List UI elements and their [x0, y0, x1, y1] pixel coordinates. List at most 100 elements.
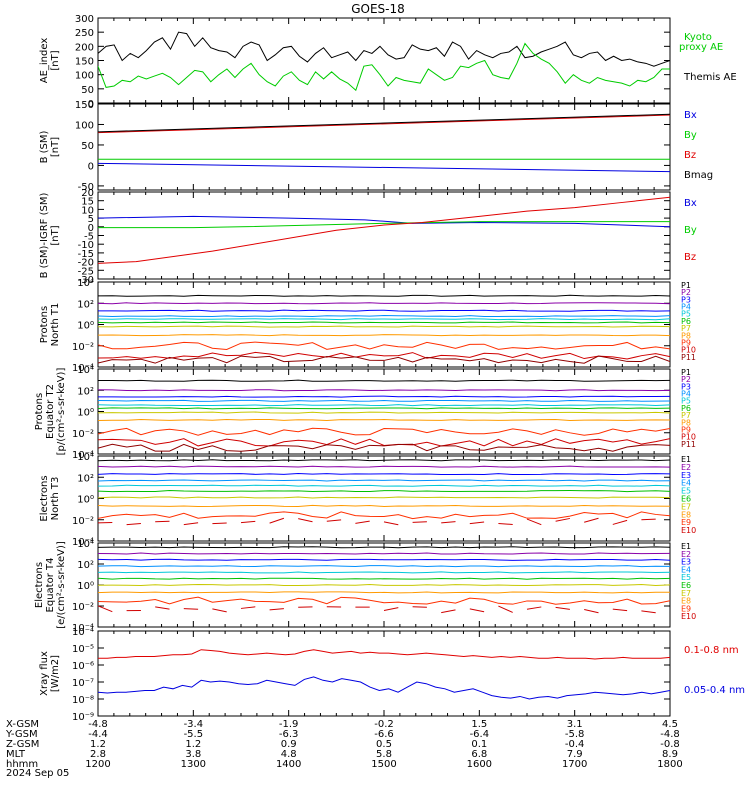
channel-line [98, 412, 670, 413]
y-tick-label: 10⁻⁶ [72, 661, 94, 672]
y-axis-label: [p/(cm²-s-sr-keV)] [56, 368, 67, 456]
panel-1: 050100150200250300AE_index[nT]Kyotoproxy… [39, 14, 737, 110]
y-tick-label: 10⁻⁴ [72, 627, 94, 638]
channel-line [241, 521, 255, 522]
channel-line [98, 390, 670, 391]
channel-line [184, 523, 198, 525]
channel-line [498, 523, 512, 524]
y-tick-label: 10⁰ [77, 408, 94, 419]
channel-line [613, 609, 627, 610]
channel-line [98, 474, 670, 475]
panel-frame [98, 282, 670, 367]
channel-line [98, 485, 670, 486]
y-axis-label: Protons [34, 393, 45, 430]
series-line [98, 114, 670, 132]
channel-line [155, 607, 169, 609]
x-tick-value: 1700 [562, 759, 587, 770]
panel-frame [98, 192, 670, 279]
y-tick-label: 10⁻² [72, 342, 94, 353]
y-axis-label: [nT] [50, 225, 61, 245]
channel-line [98, 491, 670, 492]
channel-line [98, 597, 670, 604]
channel-line [556, 518, 570, 521]
y-tick-label: 10⁻² [72, 429, 94, 440]
y-axis-label: AE_index [39, 38, 50, 84]
legend-label: Bmag [684, 170, 713, 181]
y-tick-label: 100 [75, 120, 94, 131]
channel-line [98, 547, 670, 548]
channel-line [441, 610, 455, 613]
channel-line [98, 466, 670, 467]
channel-line [584, 609, 598, 612]
channel-line [470, 522, 484, 524]
legend-label: 0.05-0.4 nm [684, 685, 745, 696]
legend-label: Bx [684, 110, 697, 121]
y-axis-label: Xray flux [39, 651, 50, 696]
channel-line [184, 609, 198, 610]
channel-line [327, 520, 341, 521]
date-label: 2024 Sep 05 [6, 768, 69, 779]
y-tick-label: 100 [75, 71, 94, 82]
y-axis-label: [nT] [50, 50, 61, 70]
legend-label: Themis AE [683, 72, 737, 83]
y-tick-label: 10⁴ [77, 365, 94, 376]
legend-label: E10 [681, 612, 696, 621]
channel-line [98, 566, 670, 567]
series-line [98, 163, 670, 171]
y-tick-label: 250 [75, 28, 94, 39]
series-group [98, 114, 670, 171]
channel-line [384, 608, 398, 611]
y-axis-label: [e/(cm²-s-sr-keV)] [56, 541, 67, 629]
legend-label: E10 [681, 526, 696, 535]
channel-line [241, 607, 255, 609]
channel-line [613, 520, 627, 524]
channel-line [98, 322, 670, 323]
channel-line [98, 497, 670, 498]
channel-line [470, 609, 484, 612]
channel-line [641, 611, 655, 613]
channel-line [556, 607, 570, 609]
y-axis-label: Equator T2 [45, 384, 56, 439]
legend-label: Bz [684, 252, 696, 263]
y-tick-label: 50 [81, 141, 94, 152]
x-tick-value: 1800 [657, 759, 682, 770]
channel-line [98, 400, 670, 401]
channel-line [270, 609, 284, 610]
channel-line [441, 522, 455, 523]
y-tick-label: 10⁻⁵ [72, 644, 94, 655]
y-tick-label: 10² [77, 473, 94, 484]
chart-title: GOES-18 [351, 2, 405, 16]
y-tick-label: 10² [77, 560, 94, 571]
y-axis-label: North T1 [50, 303, 61, 347]
y-tick-label: 50 [81, 85, 94, 96]
y-tick-label: 10⁴ [77, 539, 94, 550]
channel-line [527, 607, 541, 609]
channel-line [98, 578, 670, 579]
series-group [98, 295, 670, 363]
channel-line [98, 419, 670, 420]
x-tick-value: 1500 [371, 759, 396, 770]
channel-line [98, 505, 670, 506]
series-line [98, 32, 670, 66]
channel-line [98, 342, 670, 349]
y-tick-label: 150 [75, 100, 94, 111]
channel-line [98, 405, 670, 406]
channel-line [384, 522, 398, 525]
y-axis-label: North T3 [50, 477, 61, 521]
panel-frame [98, 456, 670, 541]
panels: 050100150200250300AE_index[nT]Kyotoproxy… [34, 14, 745, 723]
legend-label: P11 [681, 353, 696, 362]
series-line [98, 650, 670, 659]
x-tick-value: 1600 [467, 759, 492, 770]
x-tick-value: 1300 [181, 759, 206, 770]
channel-line [98, 584, 670, 585]
